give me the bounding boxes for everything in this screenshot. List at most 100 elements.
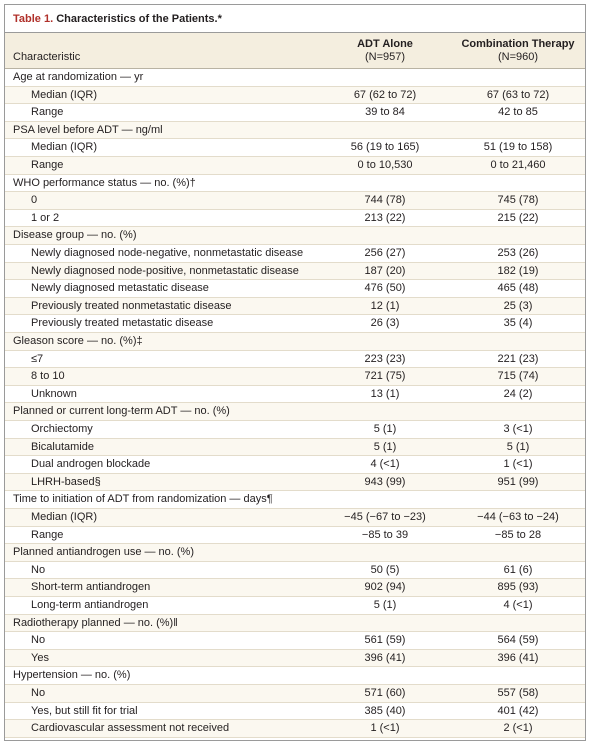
row-label: Planned antiandrogen use — no. (%)	[13, 546, 195, 559]
cell-value: 26 (3)	[370, 317, 400, 330]
cell-value: 50 (5)	[370, 563, 400, 576]
row-label: 1 or 2	[31, 211, 60, 224]
row-label: Previously treated nonmetastatic disease	[31, 299, 232, 312]
table-row: Newly diagnosed metastatic disease 476 (5…	[5, 280, 585, 298]
row-label: Previously treated metastatic disease	[31, 317, 214, 330]
table-row: Previously treated nonmetastatic disease…	[5, 297, 585, 316]
cell-value: 3 (<1)	[503, 423, 533, 435]
cell-value: 745 (78)	[497, 194, 539, 207]
cell-value: 4 (<1)	[370, 458, 400, 471]
column-header: Characteristic	[13, 51, 81, 63]
row-label: Newly diagnosed node-negative, nonmetast…	[31, 247, 304, 259]
table-frame: Table 1. Characteristics of the Patients…	[4, 4, 586, 741]
cell-value: 221 (23)	[497, 352, 539, 365]
cell-value: 67 (63 to 72)	[486, 88, 550, 101]
row-label: Planned or current long-term ADT — no. (…	[13, 405, 230, 418]
cell-value: 223 (23)	[364, 352, 406, 365]
table-row: Range 39 to 84 42 to 85	[5, 104, 585, 122]
cell-value: 396 (41)	[497, 651, 539, 664]
cell-value: −45 (−67 to −23)	[344, 511, 426, 523]
cell-value: 24 (2)	[503, 387, 533, 400]
cell-value: 4 (<1)	[503, 599, 533, 611]
column-header: ADT Alone	[357, 38, 413, 50]
table-row: Median (IQR) −45 (−67 to −23) −44 (−63 to …	[5, 509, 585, 527]
cell-value: 5 (1)	[373, 423, 397, 435]
row-label: Time to initiation of ADT from randomiza…	[13, 493, 273, 506]
row-label: Long-term antiandrogen	[31, 599, 149, 611]
table-title: Table 1. Characteristics of the Patients…	[5, 5, 585, 33]
cell-value: 12 (1)	[370, 299, 400, 312]
row-label: Short-term antiandrogen	[31, 581, 151, 594]
cell-value: 744 (78)	[364, 194, 406, 207]
table-row: 0 744 (78) 745 (78)	[5, 192, 585, 210]
section-row: Gleason score — no. (%)‡	[5, 333, 585, 351]
row-label: Age at randomization — yr	[13, 71, 144, 83]
title-text: Characteristics of the Patients.*	[56, 13, 222, 25]
row-label: Newly diagnosed metastatic disease	[31, 282, 209, 295]
cell-value: −44 (−63 to −24)	[477, 511, 559, 523]
table-row: Dual androgen blockade 4 (<1) 1 (<1)	[5, 456, 585, 474]
table-row: 1 or 2 213 (22) 215 (22)	[5, 210, 585, 228]
row-label: 0	[31, 194, 38, 207]
cell-value: 564 (59)	[497, 634, 539, 647]
table-row: No 561 (59) 564 (59)	[5, 632, 585, 650]
row-label: Orchiectomy	[31, 423, 93, 435]
cell-value: −85 to 28	[494, 528, 542, 541]
row-label: LHRH-based§	[31, 475, 101, 488]
cell-value: 5 (1)	[373, 599, 397, 611]
cell-value: 253 (26)	[497, 247, 539, 259]
table-row: No 571 (60) 557 (58)	[5, 685, 585, 703]
row-label: Median (IQR)	[31, 88, 98, 101]
cell-value: 0 to 10,530	[357, 159, 413, 171]
row-label: No	[31, 563, 46, 576]
row-label: Bicalutamide	[31, 440, 94, 453]
row-label: Hypertension — no. (%)	[13, 669, 131, 682]
cell-value: 465 (48)	[497, 282, 539, 295]
cell-value: 571 (60)	[364, 687, 406, 699]
cell-value: 561 (59)	[364, 634, 406, 647]
table-header: Characteristic ADT Alone (N=957) Combina…	[5, 33, 585, 69]
cell-value: 182 (19)	[497, 264, 539, 277]
section-row: PSA level before ADT — ng/ml	[5, 121, 585, 140]
cell-value: 42 to 85	[498, 106, 538, 119]
table-row: Median (IQR) 67 (62 to 72) 67 (63 to 72)	[5, 86, 585, 105]
cell-value: 721 (75)	[364, 370, 406, 383]
row-label: Range	[31, 106, 64, 119]
cell-value: 5 (1)	[506, 440, 530, 453]
cell-value: 61 (6)	[503, 563, 533, 576]
table-row: Range 0 to 10,530 0 to 21,460	[5, 157, 585, 175]
section-row: Age at randomization — yr	[5, 69, 585, 87]
cell-value: 256 (27)	[364, 247, 406, 259]
section-row: Planned or current long-term ADT — no. (…	[5, 403, 585, 421]
section-row: Hypertension — no. (%)	[5, 667, 585, 685]
cell-value: 5 (1)	[373, 440, 397, 453]
table-row: Cardiovascular assessment not received 1 …	[5, 720, 585, 738]
cell-value: 67 (62 to 72)	[353, 88, 417, 101]
cell-value: 56 (19 to 165)	[350, 141, 420, 154]
cell-value: 13 (1)	[370, 387, 400, 400]
table-row: Unknown 13 (1) 24 (2)	[5, 386, 585, 404]
row-label: ≤7	[31, 352, 44, 365]
cell-value: 943 (99)	[364, 475, 406, 488]
cell-value: 187 (20)	[364, 264, 406, 277]
row-label: Median (IQR)	[31, 141, 98, 154]
table-row: Yes, but still fit for trial 385 (40) 401 …	[5, 703, 585, 721]
column-n: (N=960)	[497, 51, 539, 63]
row-label: Radiotherapy planned — no. (%)‖	[13, 616, 178, 629]
cell-value: 396 (41)	[364, 651, 406, 664]
row-label: Range	[31, 159, 64, 171]
table-row: Range −85 to 39 −85 to 28	[5, 527, 585, 545]
cell-value: 0 to 21,460	[490, 159, 546, 171]
row-label: Unknown	[31, 387, 77, 400]
cell-value: −85 to 39	[361, 528, 409, 541]
table-row: 8 to 10 721 (75) 715 (74)	[5, 368, 585, 386]
section-row: Planned antiandrogen use — no. (%)	[5, 544, 585, 562]
cell-value: 895 (93)	[497, 581, 539, 594]
table-row: Bicalutamide 5 (1) 5 (1)	[5, 438, 585, 457]
table-row: Short-term antiandrogen 902 (94) 895 (93)	[5, 579, 585, 597]
cell-value: 557 (58)	[497, 687, 539, 699]
row-label: No	[31, 634, 46, 647]
table-row: Yes 396 (41) 396 (41)	[5, 649, 585, 668]
cell-value: 902 (94)	[364, 581, 406, 594]
